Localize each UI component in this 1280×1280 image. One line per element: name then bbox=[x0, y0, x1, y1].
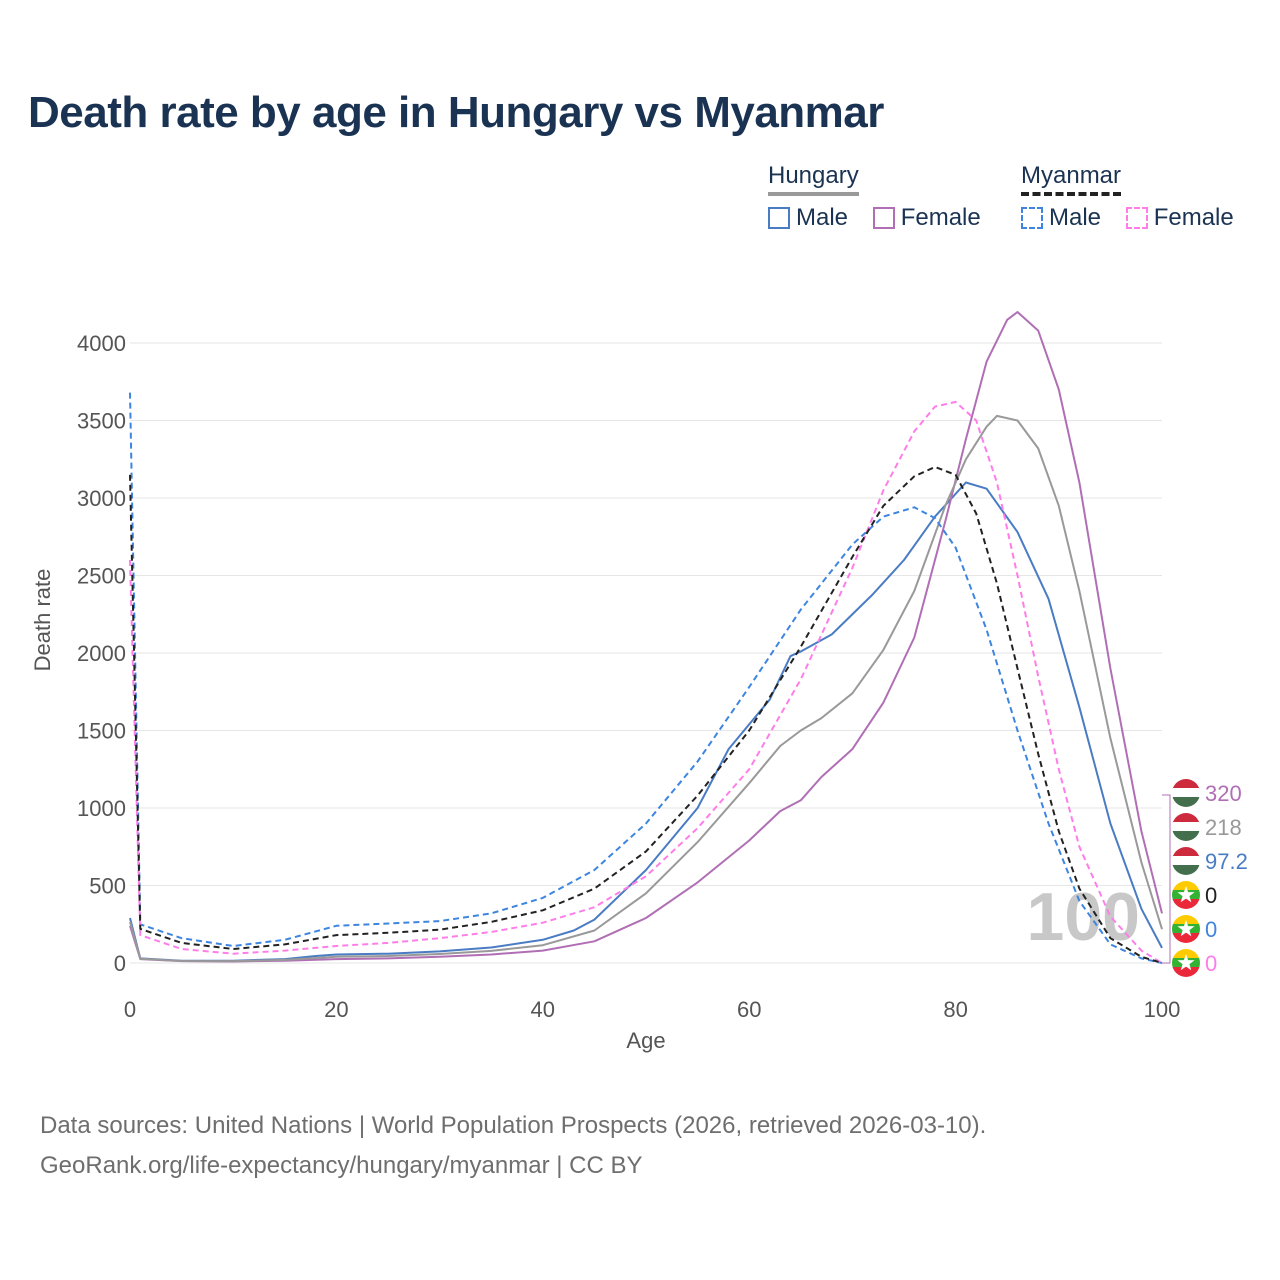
x-tick-label: 80 bbox=[943, 997, 967, 1022]
y-tick-label: 1000 bbox=[77, 796, 126, 821]
x-tick-label: 0 bbox=[124, 997, 136, 1022]
x-axis-label: Age bbox=[626, 1028, 665, 1053]
y-tick-label: 1500 bbox=[77, 719, 126, 744]
end-label-myanmar-both: 0 bbox=[1172, 881, 1217, 909]
y-tick-label: 0 bbox=[114, 951, 126, 976]
y-tick-label: 3500 bbox=[77, 409, 126, 434]
myanmar-flag-icon bbox=[1172, 881, 1200, 909]
series-line-myanmar-both[interactable] bbox=[129, 466, 1163, 964]
end-label-myanmar-female: 0 bbox=[1172, 949, 1217, 977]
myanmar-flag-icon bbox=[1172, 915, 1200, 943]
hungary-flag-icon bbox=[1172, 813, 1200, 841]
legend-swatch-hungary-male bbox=[768, 207, 790, 229]
y-tick-label: 2500 bbox=[77, 564, 126, 589]
end-label-hungary-male: 97.2 bbox=[1172, 847, 1248, 875]
end-label-bracket bbox=[1162, 794, 1171, 964]
page-title: Death rate by age in Hungary vs Myanmar bbox=[28, 88, 884, 137]
y-tick-label: 500 bbox=[89, 874, 126, 899]
legend-label: Female bbox=[900, 204, 981, 231]
footer: Data sources: United Nations | World Pop… bbox=[40, 1106, 986, 1186]
end-label-myanmar-male: 0 bbox=[1172, 915, 1217, 943]
x-tick-label: 40 bbox=[531, 997, 555, 1022]
legend-label: Male bbox=[796, 204, 849, 231]
end-value-label: 0 bbox=[1205, 917, 1217, 942]
y-tick-label: 3000 bbox=[77, 486, 126, 511]
legend-item-myanmar-male[interactable]: Male bbox=[1021, 204, 1101, 232]
legend-swatch-hungary-female bbox=[872, 207, 895, 229]
x-tick-label: 20 bbox=[324, 997, 348, 1022]
series-line-hungary-male[interactable] bbox=[129, 481, 1163, 962]
end-value-label: 97.2 bbox=[1205, 849, 1248, 874]
end-value-label: 218 bbox=[1205, 815, 1242, 840]
legend-label: Male bbox=[1049, 204, 1102, 231]
series-line-hungary-both[interactable] bbox=[129, 414, 1163, 963]
y-tick-label: 2000 bbox=[77, 641, 126, 666]
legend-item-myanmar-female[interactable]: Female bbox=[1125, 204, 1234, 232]
legend-group-myanmar[interactable]: Myanmar Male Female bbox=[1021, 162, 1252, 236]
legend-heading-myanmar: Myanmar bbox=[1021, 162, 1122, 196]
end-label-hungary-female: 320 bbox=[1172, 779, 1242, 807]
end-label-hungary-both: 218 bbox=[1172, 813, 1242, 841]
end-value-label: 0 bbox=[1205, 883, 1217, 908]
hungary-flag-icon bbox=[1172, 847, 1200, 875]
data-source-text: Data sources: United Nations | World Pop… bbox=[40, 1112, 987, 1139]
age-marker-label: 100 bbox=[1027, 879, 1140, 955]
legend-group-hungary[interactable]: Hungary Male Female bbox=[768, 162, 999, 236]
myanmar-flag-icon bbox=[1172, 949, 1200, 977]
end-value-label: 0 bbox=[1205, 951, 1217, 976]
hungary-flag-icon bbox=[1172, 779, 1200, 807]
series-line-myanmar-female[interactable] bbox=[129, 400, 1163, 964]
series-line-myanmar-male[interactable] bbox=[129, 392, 1163, 964]
legend-heading-hungary: Hungary bbox=[768, 162, 859, 196]
legend-label: Female bbox=[1153, 204, 1234, 231]
x-tick-label: 60 bbox=[737, 997, 761, 1022]
source-link[interactable]: GeoRank.org/life-expectancy/hungary/myan… bbox=[40, 1152, 643, 1179]
legend-swatch-myanmar-male bbox=[1021, 207, 1043, 229]
legend-swatch-myanmar-female bbox=[1125, 207, 1148, 229]
end-value-label: 320 bbox=[1205, 781, 1242, 806]
y-tick-label: 4000 bbox=[77, 331, 126, 356]
legend-item-hungary-male[interactable]: Male bbox=[768, 204, 848, 232]
y-axis-label: Death rate bbox=[30, 569, 55, 672]
x-tick-label: 100 bbox=[1144, 997, 1181, 1022]
legend-item-hungary-female[interactable]: Female bbox=[872, 204, 981, 232]
series-line-hungary-female[interactable] bbox=[129, 311, 1163, 963]
